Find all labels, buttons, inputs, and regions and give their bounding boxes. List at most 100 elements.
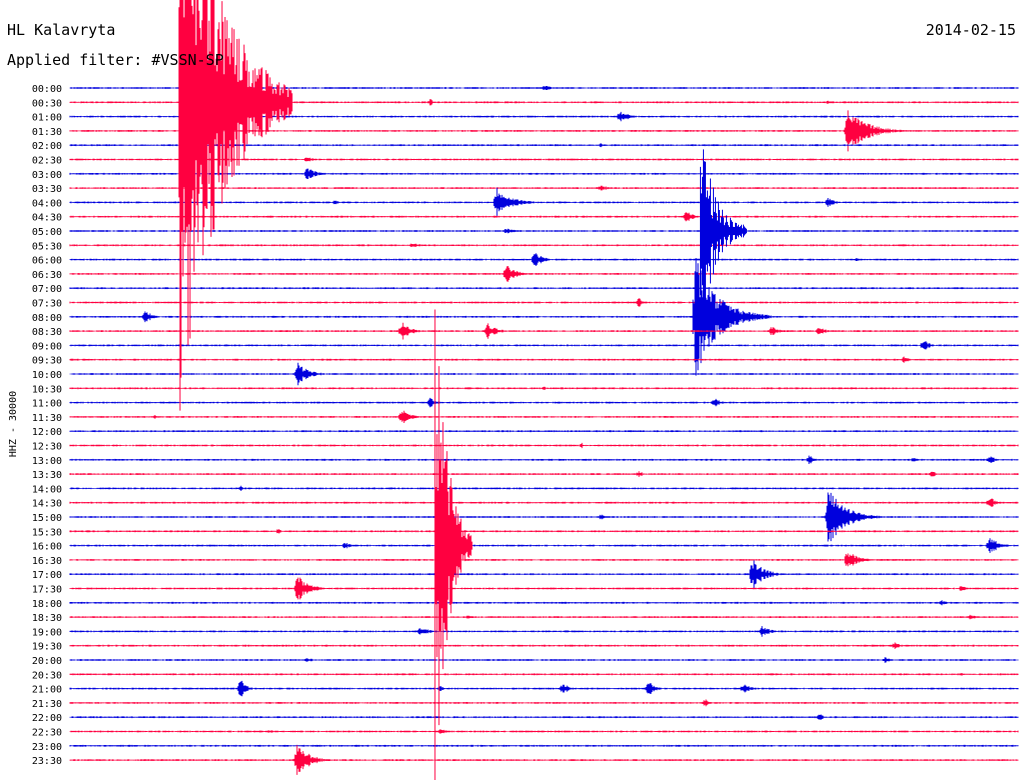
trace-row — [69, 673, 1019, 676]
time-label: 20:00 — [32, 656, 62, 667]
filter-label: Applied filter: #VSSN-SP — [7, 51, 224, 69]
time-label: 19:30 — [32, 642, 62, 653]
trace-row — [69, 287, 1019, 290]
time-label: 07:30 — [32, 299, 62, 310]
time-label: 09:30 — [32, 356, 62, 367]
trace-row — [69, 143, 1019, 148]
trace-row — [69, 492, 1019, 542]
trace-row — [69, 397, 1019, 408]
time-label: 18:00 — [32, 599, 62, 610]
trace-row — [69, 529, 1019, 534]
time-label: 05:00 — [32, 227, 62, 238]
time-label: 05:30 — [32, 241, 62, 252]
trace-row — [69, 498, 1019, 507]
time-label: 21:00 — [32, 685, 62, 696]
time-label: 00:00 — [32, 84, 62, 95]
trace-row — [69, 86, 1019, 90]
trace-row — [69, 111, 1019, 122]
time-label: 13:30 — [32, 470, 62, 481]
trace-row — [69, 356, 1019, 363]
time-label: 15:30 — [32, 527, 62, 538]
trace-row — [69, 614, 1019, 620]
time-label: 17:30 — [32, 585, 62, 596]
trace-row — [69, 699, 1019, 707]
time-label: 19:00 — [32, 627, 62, 638]
time-label: 22:00 — [32, 713, 62, 724]
time-label: 16:30 — [32, 556, 62, 567]
trace-row — [69, 729, 1019, 734]
time-label: 02:00 — [32, 141, 62, 152]
time-label: 01:00 — [32, 113, 62, 124]
time-label: 04:00 — [32, 198, 62, 209]
trace-row — [69, 386, 1019, 390]
time-label: 14:00 — [32, 484, 62, 495]
trace-row — [69, 341, 1019, 350]
time-label: 17:00 — [32, 570, 62, 581]
trace-row — [69, 553, 1019, 567]
time-label: 04:30 — [32, 213, 62, 224]
trace-row — [69, 410, 1019, 423]
time-label: 03:00 — [32, 170, 62, 181]
trace-row — [69, 430, 1019, 433]
trace-row — [69, 110, 1019, 152]
time-label: 14:30 — [32, 499, 62, 510]
trace-row — [69, 157, 1019, 162]
trace-row — [69, 560, 1019, 588]
trace-row — [69, 626, 1019, 637]
time-label: 08:00 — [32, 313, 62, 324]
time-label: 08:30 — [32, 327, 62, 338]
time-label: 02:30 — [32, 156, 62, 167]
trace-row — [69, 714, 1019, 720]
time-label: 10:30 — [32, 384, 62, 395]
trace-row — [69, 485, 1019, 491]
time-label: 23:30 — [32, 756, 62, 767]
time-label: 09:00 — [32, 341, 62, 352]
trace-row — [69, 298, 1019, 307]
trace-row — [69, 538, 1019, 553]
y-axis-label: HHZ - 30000 — [8, 391, 19, 457]
trace-row — [69, 362, 1019, 386]
trace-row — [69, 455, 1019, 464]
event-burst — [434, 309, 473, 780]
trace-row — [69, 322, 1019, 340]
time-label: 13:00 — [32, 456, 62, 467]
station-title: HL Kalavryta — [7, 21, 116, 39]
trace-row — [69, 600, 1019, 606]
trace-row — [69, 657, 1019, 663]
time-label: 06:00 — [32, 256, 62, 267]
trace-row — [69, 680, 1019, 697]
time-label: 23:00 — [32, 742, 62, 753]
trace-row — [69, 642, 1019, 649]
time-label: 16:00 — [32, 542, 62, 553]
time-label: 15:00 — [32, 513, 62, 524]
trace-row — [69, 442, 1019, 449]
trace-row — [69, 266, 1019, 282]
time-label: 10:00 — [32, 370, 62, 381]
time-label: 06:30 — [32, 270, 62, 281]
trace-row — [69, 471, 1019, 477]
time-label: 12:30 — [32, 442, 62, 453]
trace-row — [69, 168, 1019, 179]
time-label: 11:00 — [32, 399, 62, 410]
time-label: 03:30 — [32, 184, 62, 195]
time-label: 18:30 — [32, 613, 62, 624]
event-burst — [699, 149, 747, 313]
event-burst — [178, 0, 293, 411]
time-label: 01:30 — [32, 127, 62, 138]
trace-row — [69, 228, 1019, 234]
trace-row — [69, 745, 1019, 775]
trace-row — [69, 577, 1019, 600]
time-label: 21:30 — [32, 699, 62, 710]
trace-row — [69, 744, 1019, 747]
time-label: 00:30 — [32, 98, 62, 109]
trace-row — [69, 253, 1019, 266]
trace-row — [69, 258, 1019, 376]
time-label: 20:30 — [32, 670, 62, 681]
date-title: 2014-02-15 — [925, 21, 1016, 39]
trace-row — [69, 243, 1019, 247]
time-label: 11:30 — [32, 413, 62, 424]
time-label: 12:00 — [32, 427, 62, 438]
trace-row — [69, 212, 1019, 222]
